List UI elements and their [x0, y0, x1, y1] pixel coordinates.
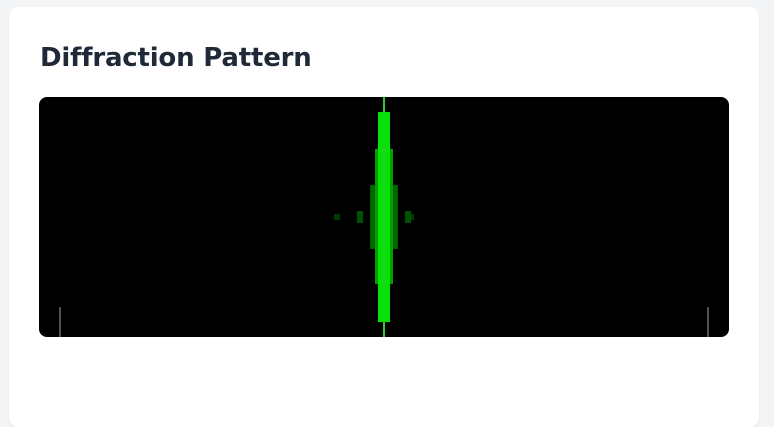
diffraction-canvas: [39, 97, 729, 337]
card-title: Diffraction Pattern: [40, 43, 312, 73]
side-lobe-left-far: [334, 214, 340, 220]
diffraction-card: Diffraction Pattern: [9, 7, 759, 427]
side-lobe-left: [357, 211, 363, 223]
diffraction-plot: [59, 97, 709, 337]
side-lobe-right: [405, 211, 411, 223]
